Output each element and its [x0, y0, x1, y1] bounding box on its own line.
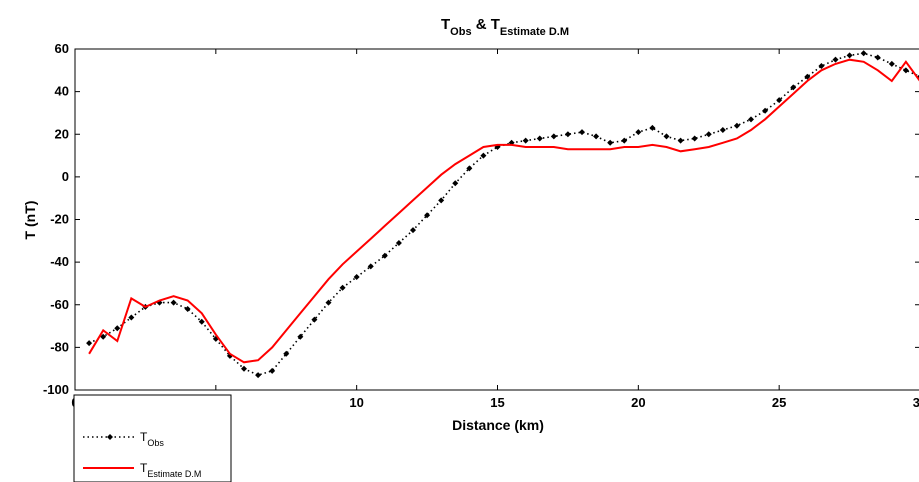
title-mid: & T	[472, 16, 500, 33]
data-point	[269, 367, 276, 374]
y-tick-label: 60	[55, 41, 69, 56]
data-point	[255, 372, 262, 379]
data-point	[480, 152, 487, 159]
data-point	[607, 139, 614, 146]
data-point	[818, 63, 825, 70]
x-tick-label: 15	[490, 395, 504, 410]
x-tick-label: 25	[772, 395, 786, 410]
data-point	[128, 314, 135, 321]
data-point	[522, 137, 529, 144]
data-point	[170, 299, 177, 306]
data-point	[114, 325, 121, 332]
data-point	[466, 165, 473, 172]
data-point	[311, 316, 318, 323]
x-tick-label: 30	[913, 395, 919, 410]
chart-title: TObs & TEstimate D.M	[441, 16, 569, 38]
data-point	[564, 131, 571, 138]
data-point	[283, 350, 290, 357]
data-point	[100, 333, 107, 340]
legend-label-estimate: TEstimate D.M	[140, 461, 201, 479]
data-point	[677, 137, 684, 144]
data-point	[452, 180, 459, 187]
x-tick-label: 10	[349, 395, 363, 410]
data-point	[719, 126, 726, 133]
data-point	[579, 129, 585, 136]
data-point	[184, 306, 191, 313]
data-point	[550, 133, 557, 140]
data-point	[804, 73, 811, 80]
data-point	[198, 318, 205, 325]
y-tick-label: -60	[50, 297, 69, 312]
data-point	[874, 54, 881, 61]
data-point	[297, 333, 304, 340]
series-line-estimate	[88, 58, 919, 364]
y-tick-label: 20	[55, 126, 69, 141]
y-tick-label: -40	[50, 254, 69, 269]
data-point	[635, 129, 642, 136]
legend-label-obs: TObs	[140, 430, 164, 448]
data-point	[536, 135, 543, 142]
legend-items: TObs TEstimate D.M	[83, 430, 201, 479]
data-point	[339, 284, 346, 291]
title-sub2: Estimate D.M	[500, 26, 569, 38]
series-line-obs	[88, 52, 919, 376]
data-point	[424, 212, 431, 219]
data-point	[438, 197, 445, 204]
data-point	[748, 116, 754, 123]
data-point	[86, 340, 93, 347]
data-point	[649, 124, 656, 131]
x-tick-label: 20	[631, 395, 645, 410]
data-point	[790, 84, 797, 91]
y-tick-label: 40	[55, 84, 69, 99]
data-point	[353, 274, 360, 281]
data-point	[367, 263, 374, 270]
data-point	[762, 107, 769, 114]
data-point	[593, 133, 600, 140]
x-axis-label: Distance (km)	[452, 417, 544, 433]
data-point	[733, 122, 740, 129]
data-point	[241, 365, 247, 372]
y-tick-label: -80	[50, 339, 69, 354]
data-point	[410, 227, 416, 234]
data-point	[325, 299, 332, 306]
legend: TObs TEstimate D.M	[73, 394, 232, 482]
title-sub1: Obs	[450, 26, 471, 38]
data-point	[705, 131, 712, 138]
series	[86, 50, 919, 379]
data-point	[902, 67, 909, 74]
data-point	[621, 137, 628, 144]
data-point	[691, 135, 698, 142]
y-tick-label: 0	[62, 169, 69, 184]
data-point	[395, 239, 402, 246]
data-point	[888, 60, 895, 67]
title-main: T	[441, 16, 450, 33]
data-point	[381, 252, 388, 259]
legend-marker	[107, 434, 113, 440]
data-point	[776, 97, 783, 104]
y-tick-label: -100	[43, 382, 69, 397]
y-axis-label: T (nT)	[22, 201, 38, 240]
y-tick-label: -20	[50, 212, 69, 227]
data-point	[846, 52, 853, 59]
data-point	[663, 133, 670, 140]
data-point	[860, 50, 867, 57]
data-point	[832, 56, 839, 63]
